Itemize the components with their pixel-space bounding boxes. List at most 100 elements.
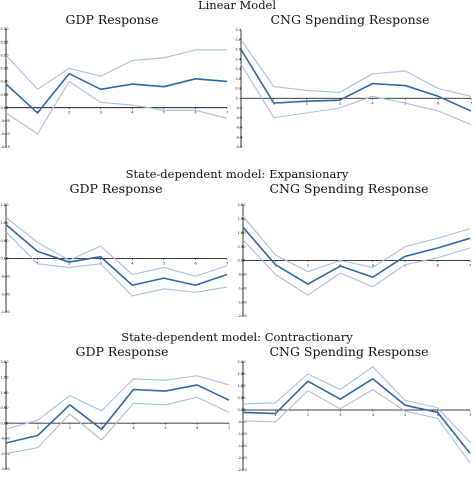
y-tick-label: -1.50 <box>238 444 248 448</box>
x-tick-label: 5 <box>163 111 165 115</box>
y-tick-label: -1.50 <box>1 467 11 471</box>
chart-panel-1: GDP Response 0.30 0.25 0.20 0.15 0.10 0.05 0.00… <box>1 12 229 149</box>
chart-title: CNG Spending Response <box>269 181 428 196</box>
y-tick-label: 0.1 <box>236 87 242 91</box>
chart-title: CNG Spending Response <box>269 344 428 359</box>
chart-panel-2: CNG Spending Response 0.7 0.6 0.5 0.4 0.3 0.2 0… <box>236 12 473 149</box>
y-tick-label: 0.50 <box>238 396 247 400</box>
y-tick-label: 0 <box>236 96 239 100</box>
y-tick-label: 2.00 <box>238 360 247 364</box>
series-line-upper <box>5 217 228 277</box>
y-tick-label: -1.00 <box>1 292 11 296</box>
x-tick-label: 4 <box>132 426 135 430</box>
x-tick-label: 6 <box>194 111 197 115</box>
series-line-estimate <box>5 72 228 114</box>
x-tick-label: 2 <box>68 262 70 266</box>
x-tick-label: 4 <box>131 262 134 266</box>
x-tick-label: 1 <box>37 426 39 430</box>
series-line-estimate <box>240 49 472 112</box>
x-tick-label: 5 <box>404 264 406 268</box>
series-line-lower <box>242 239 471 296</box>
x-tick-label: 4 <box>371 101 374 105</box>
x-tick-label: 6 <box>437 101 440 105</box>
x-tick-label: 2 <box>68 111 70 115</box>
section-title-contractionary: State-dependent model: Contractionary <box>121 330 353 344</box>
y-tick-label: -1.00 <box>238 432 248 436</box>
y-tick-label: 0.00 <box>1 421 10 425</box>
y-tick-label: 1.50 <box>238 217 247 221</box>
series-line-lower <box>5 396 230 455</box>
y-tick-label: -0.50 <box>238 420 248 424</box>
y-tick-label: -0.10 <box>1 132 11 136</box>
y-tick-label: -0.15 <box>1 145 10 149</box>
x-tick-label: 5 <box>164 426 166 430</box>
y-tick-label: -0.50 <box>1 275 11 279</box>
x-tick-label: 3 <box>339 413 341 417</box>
y-tick-label: -0.50 <box>238 273 248 277</box>
y-tick-label: -2.00 <box>238 314 248 318</box>
y-tick-label: 1.00 <box>238 384 247 388</box>
series-line-estimate <box>242 226 471 285</box>
x-tick-label: 5 <box>404 413 406 417</box>
y-tick-label: -2.00 <box>238 456 248 460</box>
y-tick-label: 0.50 <box>238 245 247 249</box>
series-line-upper <box>242 215 471 273</box>
y-tick-label: 1.50 <box>1 203 10 207</box>
y-tick-label: -1.00 <box>238 286 248 290</box>
y-tick-label: 0.50 <box>1 239 10 243</box>
y-tick-label: 1.50 <box>1 375 10 379</box>
y-tick-label: 0.00 <box>238 408 247 412</box>
y-tick-label: 0.00 <box>238 259 247 263</box>
x-tick-label: 4 <box>372 264 375 268</box>
x-tick-label: 7 <box>226 262 228 266</box>
y-tick-label: -0.3 <box>236 126 243 130</box>
x-tick-label: 7 <box>469 413 471 417</box>
y-tick-label: -0.2 <box>236 116 243 120</box>
series-line-estimate <box>242 377 471 454</box>
y-tick-label: -0.5 <box>236 145 243 149</box>
series-line-estimate <box>5 224 228 287</box>
chart-title: GDP Response <box>69 181 162 196</box>
x-tick-label: 7 <box>228 426 230 430</box>
y-tick-label: 0.00 <box>1 257 10 261</box>
chart-title: GDP Response <box>65 12 158 27</box>
y-tick-label: 0.7 <box>236 28 242 32</box>
series-line-upper <box>5 375 230 430</box>
y-tick-label: 0.00 <box>1 106 10 110</box>
y-tick-label: 0.5 <box>236 48 242 52</box>
x-tick-label: 5 <box>163 262 165 266</box>
y-tick-label: 0.20 <box>1 53 10 57</box>
y-tick-label: -0.50 <box>1 437 11 441</box>
y-tick-label: 1.00 <box>1 221 10 225</box>
y-tick-label: 0.4 <box>236 57 242 61</box>
y-tick-label: 1.50 <box>238 372 247 376</box>
x-tick-label: 2 <box>306 101 308 105</box>
y-tick-label: -1.00 <box>1 452 11 456</box>
x-tick-label: 6 <box>437 264 440 268</box>
y-tick-label: -1.50 <box>1 310 11 314</box>
x-tick-label: 2 <box>307 264 309 268</box>
x-tick-label: 6 <box>196 426 199 430</box>
y-tick-label: 0.2 <box>236 77 242 81</box>
series-line-upper <box>240 39 472 97</box>
y-tick-label: -0.4 <box>236 135 244 139</box>
chart-panel-3: GDP Response 1.50 1.00 0.50 0.00 -0.50 -1.00 -1… <box>1 181 229 314</box>
series-line-lower <box>5 231 228 297</box>
y-tick-label: -0.1 <box>236 106 243 110</box>
y-tick-label: 2.00 <box>1 360 10 364</box>
x-tick-label: 3 <box>339 101 341 105</box>
y-tick-label: 0.25 <box>1 40 9 44</box>
y-tick-label: 0.15 <box>1 67 9 71</box>
series-line-lower <box>242 389 471 464</box>
y-tick-label: 0.05 <box>1 93 9 97</box>
x-tick-label: 6 <box>194 262 197 266</box>
chart-title: CNG Spending Response <box>270 12 429 27</box>
y-tick-label: 0.6 <box>236 38 242 42</box>
x-tick-label: 7 <box>470 101 472 105</box>
x-tick-label: 1 <box>274 413 276 417</box>
x-tick-label: 2 <box>307 413 309 417</box>
chart-panel-5: GDP Response 2.00 1.50 1.00 0.50 0.00 -0.50 -1.… <box>1 344 231 471</box>
y-tick-label: -1.50 <box>238 300 248 304</box>
x-tick-label: 4 <box>131 111 134 115</box>
